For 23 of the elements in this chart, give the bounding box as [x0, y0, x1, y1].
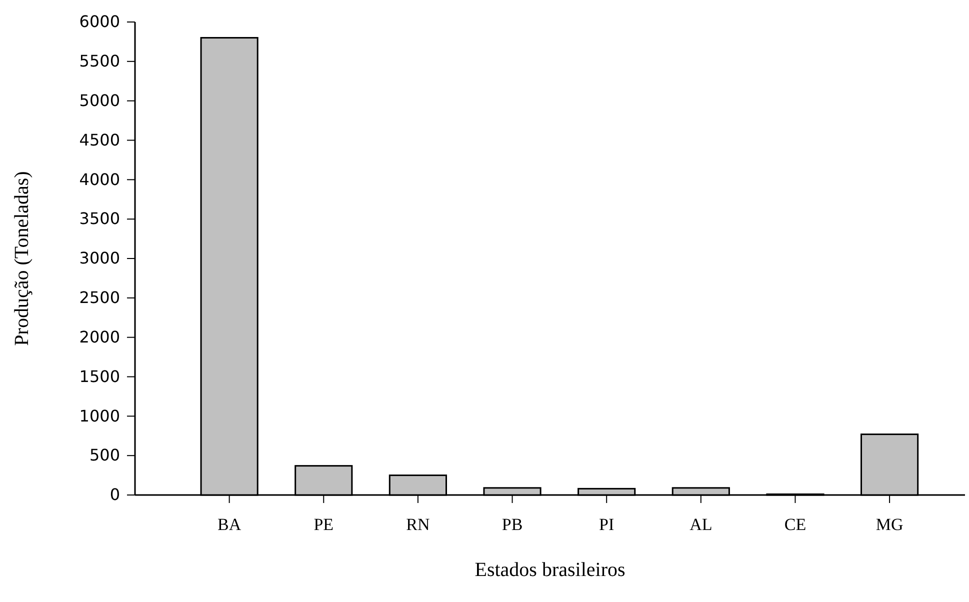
y-tick-label: 1500	[79, 366, 120, 386]
y-tick-label: 2000	[79, 327, 120, 346]
x-tick-label: AL	[690, 514, 712, 534]
y-tick-label: 6000	[79, 12, 120, 32]
y-tick-label: 2500	[79, 288, 120, 308]
x-tick-label: PB	[502, 514, 523, 534]
y-tick-label: 1000	[79, 406, 120, 426]
y-tick-label: 0	[110, 485, 120, 504]
y-tick-label: 500	[89, 446, 120, 465]
x-tick-label: RN	[406, 514, 430, 534]
y-tick-label: 5000	[79, 90, 120, 110]
y-tick-label: 5500	[79, 52, 120, 71]
y-tick-label: 4000	[79, 170, 120, 189]
x-tick-label: PE	[314, 514, 334, 534]
x-axis-title: Estados brasileiros	[474, 559, 626, 581]
y-tick-label: 4500	[79, 130, 120, 150]
y-tick-label: 3500	[79, 209, 120, 228]
x-tick-label: MG	[876, 514, 904, 534]
y-axis-title: Produção (Toneladas)	[11, 171, 33, 346]
x-tick-label: BA	[218, 514, 242, 534]
y-tick-label: 3000	[79, 248, 120, 268]
x-tick-label: CE	[784, 514, 806, 534]
x-tick-label: PI	[599, 514, 614, 534]
